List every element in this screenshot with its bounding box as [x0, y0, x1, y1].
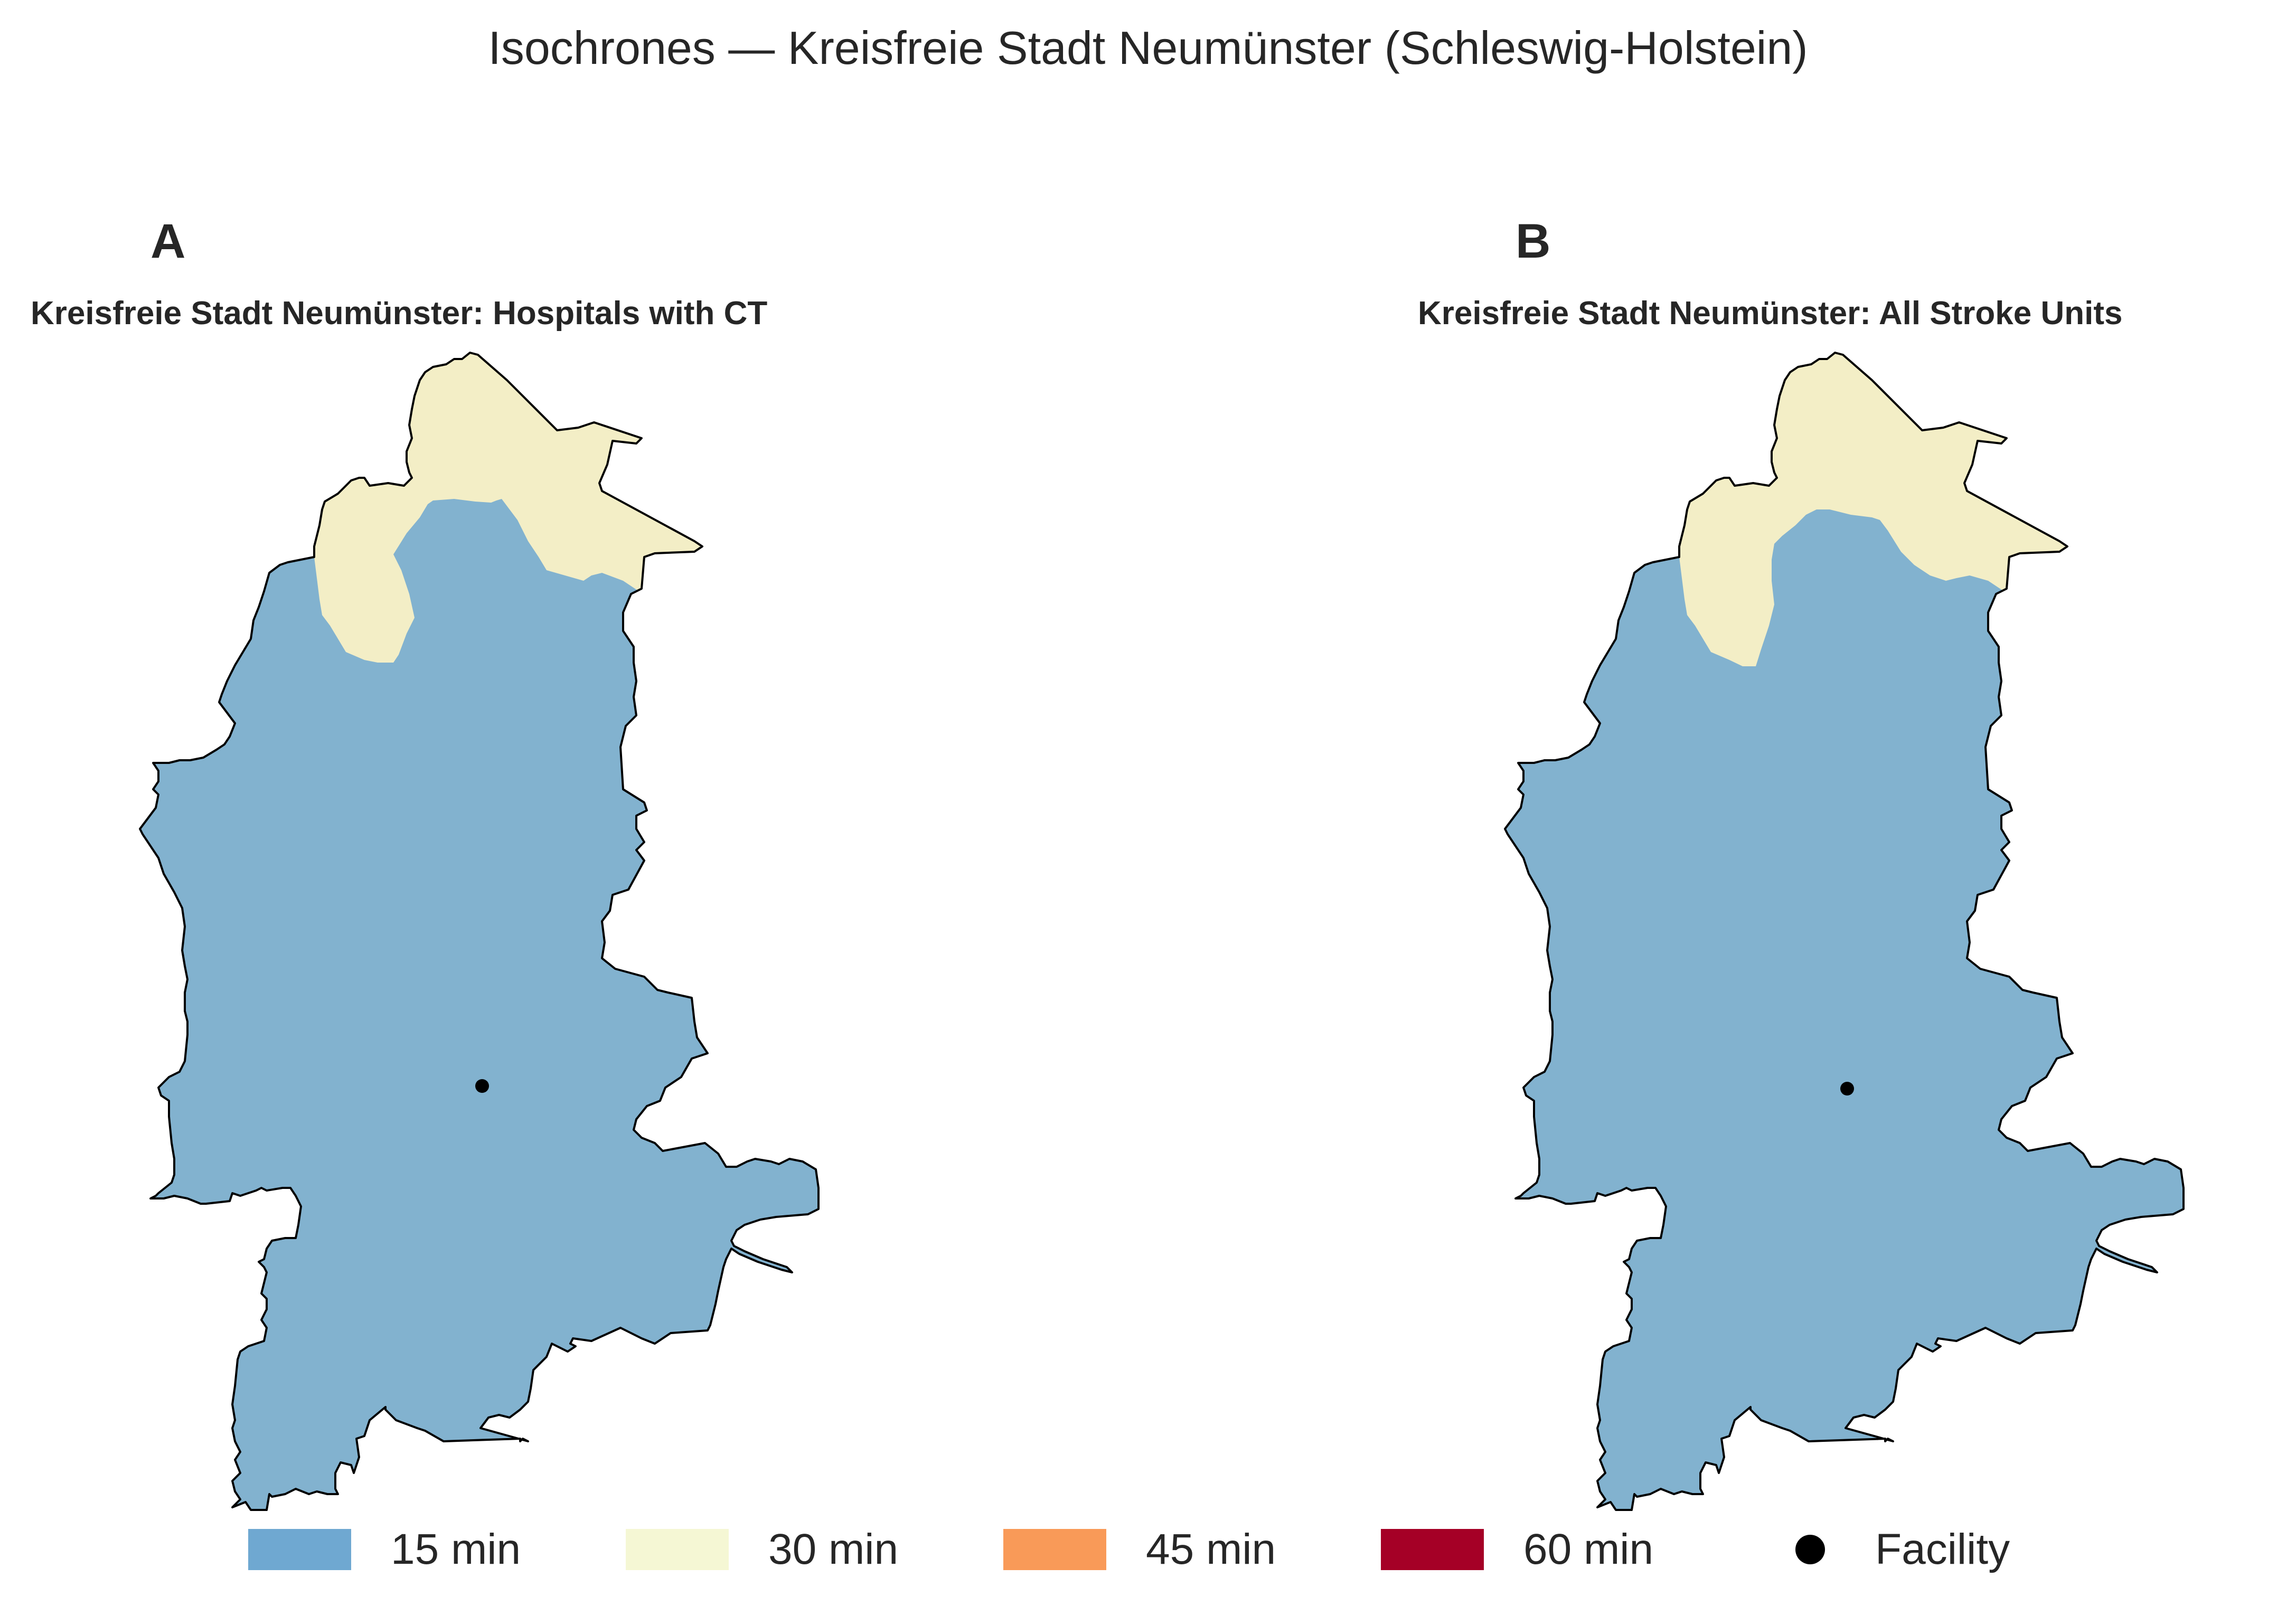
legend-item-45min: 45 min — [1003, 1520, 1276, 1579]
panel-a-letter: A — [150, 214, 186, 268]
legend-label: 30 min — [768, 1525, 899, 1573]
panel-a-title: Kreisfreie Stadt Neumünster: Hospitals w… — [31, 295, 768, 332]
panel-b-title: Kreisfreie Stadt Neumünster: All Stroke … — [1418, 295, 2123, 332]
legend-label: 60 min — [1523, 1525, 1654, 1573]
legend-label: Facility — [1875, 1525, 2010, 1573]
map-panel-a — [139, 352, 820, 1511]
legend-swatch-45min — [1003, 1529, 1106, 1570]
facility-dot-icon — [1795, 1535, 1825, 1564]
legend: 15 min 30 min 45 min 60 min Facility — [0, 1520, 2296, 1579]
isochrone-15min-zone — [1505, 353, 2184, 1510]
legend-item-30min: 30 min — [626, 1520, 898, 1579]
legend-label: 15 min — [391, 1525, 521, 1573]
facility-marker — [475, 1079, 489, 1093]
legend-item-60min: 60 min — [1381, 1520, 1653, 1579]
legend-label: 45 min — [1146, 1525, 1276, 1573]
legend-swatch-30min — [626, 1529, 729, 1570]
legend-swatch-60min — [1381, 1529, 1484, 1570]
figure-title: Isochrones — Kreisfreie Stadt Neumünster… — [488, 22, 1808, 74]
legend-item-facility: Facility — [1758, 1520, 2010, 1579]
isochrone-15min-zone — [140, 353, 818, 1510]
legend-item-15min: 15 min — [248, 1520, 521, 1579]
panel-b-letter: B — [1516, 214, 1551, 268]
facility-marker — [1840, 1082, 1854, 1095]
map-panel-b — [1504, 352, 2185, 1511]
legend-swatch-15min — [248, 1529, 351, 1570]
